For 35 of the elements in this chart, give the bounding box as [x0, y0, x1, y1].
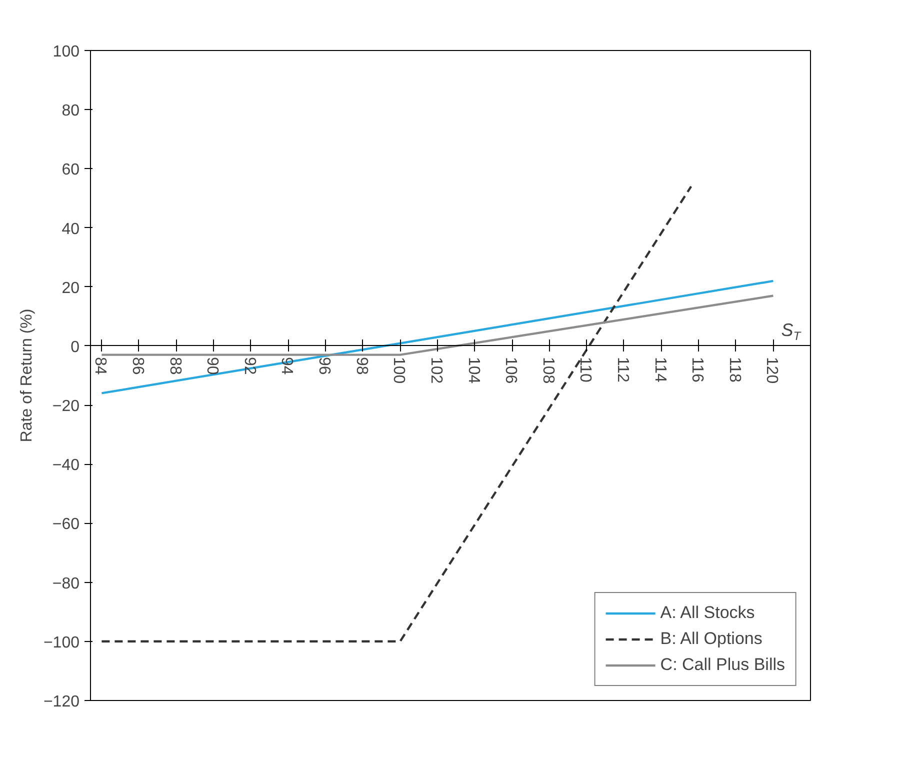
- y-tick-label: 80: [62, 102, 80, 120]
- legend-label: A: All Stocks: [660, 603, 755, 623]
- x-tick-label: 114: [651, 356, 668, 383]
- y-tick-label: −80: [52, 575, 80, 592]
- legend-label: B: All Options: [660, 629, 762, 649]
- x-tick-label: 94: [278, 356, 296, 375]
- y-tick-label: −100: [43, 634, 80, 652]
- y-tick-label: 60: [62, 162, 80, 179]
- x-tick-label: 96: [316, 356, 333, 375]
- y-tick-label: 20: [62, 280, 80, 297]
- x-tick-label: 112: [614, 356, 631, 383]
- x-tick-label: 98: [352, 356, 370, 375]
- x-tick-label: 116: [688, 356, 706, 383]
- x-tick-label: 108: [539, 356, 556, 384]
- x-tick-label: 86: [128, 356, 146, 375]
- x-tick-label: 84: [92, 356, 109, 375]
- x-tick-label: 102: [427, 356, 444, 384]
- y-tick-label: 40: [62, 220, 80, 238]
- y-tick-label: −40: [52, 457, 80, 474]
- y-tick-label: −120: [43, 694, 80, 710]
- x-tick-label: 110: [576, 356, 594, 383]
- y-tick-label: −20: [52, 398, 80, 416]
- y-axis-title: Rate of Return (%): [18, 308, 36, 442]
- y-tick-label: 0: [70, 338, 80, 356]
- legend-label: C: Call Plus Bills: [660, 655, 785, 675]
- x-tick-label: 90: [204, 356, 221, 375]
- x-tick-label: 106: [502, 356, 520, 384]
- x-tick-label: 88: [166, 356, 184, 375]
- y-tick-label: −60: [52, 516, 80, 534]
- x-tick-label: 100: [390, 356, 408, 384]
- y-tick-label: 100: [52, 44, 80, 60]
- x-tick-label: 118: [726, 356, 743, 383]
- x-tick-label: 104: [464, 356, 482, 384]
- x-tick-label: 120: [763, 356, 780, 384]
- x-tick-label: 92: [240, 356, 258, 375]
